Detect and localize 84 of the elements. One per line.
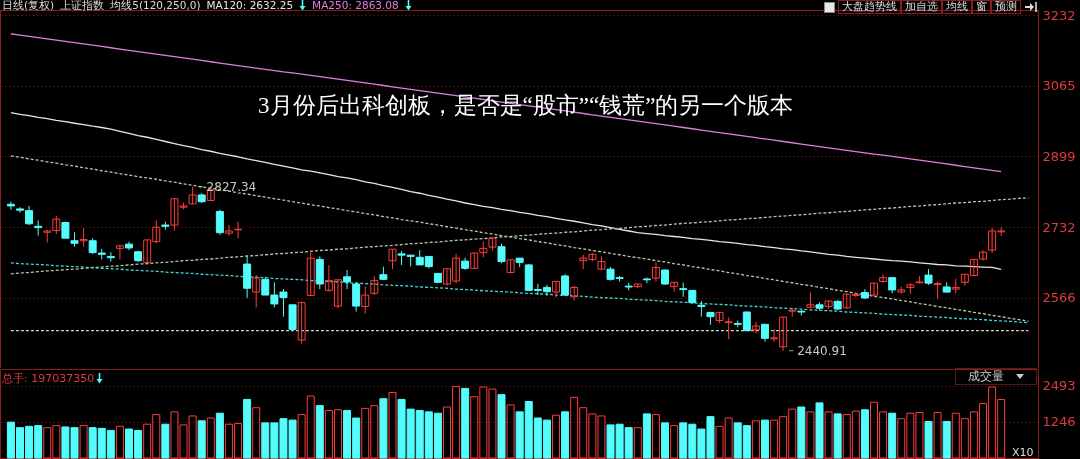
candlestick [751, 321, 760, 334]
bar [252, 407, 261, 459]
bar [115, 425, 124, 459]
annotation: 总手: 197037350 [2, 371, 95, 386]
bar [933, 412, 942, 459]
bar [670, 425, 679, 459]
candlestick [561, 273, 570, 296]
candlestick [642, 277, 651, 284]
bar [379, 398, 388, 459]
candlestick [933, 280, 942, 300]
bar [942, 420, 951, 459]
annotation: 上证指数 [60, 0, 105, 11]
annotation: 2827.34 [206, 179, 257, 194]
bar [206, 417, 215, 459]
candlestick [370, 275, 379, 296]
candlestick [297, 300, 306, 345]
candlestick [6, 201, 15, 211]
bar [824, 411, 833, 459]
candlestick [552, 280, 561, 299]
candlestick [388, 248, 397, 270]
bar [552, 414, 561, 459]
candlestick [215, 209, 224, 236]
text: MA250: 2863.08 [312, 0, 399, 11]
bar [243, 398, 252, 459]
bar [633, 427, 642, 459]
line-series [10, 262, 1030, 324]
bar [751, 420, 760, 459]
bar [79, 425, 88, 459]
candlestick [79, 227, 88, 248]
bar [388, 392, 397, 459]
bar [860, 409, 869, 459]
candlestick [115, 244, 124, 260]
y-tick-label: 2732 [1042, 219, 1076, 235]
candlestick [306, 249, 315, 296]
chart-title: 成交量 [968, 368, 1004, 385]
candlestick [870, 282, 879, 297]
candlestick [252, 274, 261, 308]
bar [806, 411, 815, 459]
annotation: 日线(复权) [2, 0, 55, 11]
y-tick-label: 2899 [1042, 148, 1076, 164]
line-series [10, 155, 1030, 322]
bar [461, 387, 470, 459]
candlestick [651, 261, 660, 282]
y-tick-label: 2566 [1042, 290, 1076, 306]
bar [197, 420, 206, 459]
bar [315, 405, 324, 459]
y-tick-label: 2493 [1042, 378, 1076, 394]
text: MA120: 2632.25 [206, 0, 294, 11]
candlestick [724, 317, 733, 340]
bar [215, 412, 224, 459]
annotation: X10 [1012, 446, 1034, 459]
candlestick [497, 243, 506, 264]
bar [760, 419, 769, 459]
candlestick [343, 269, 352, 290]
candlestick [361, 286, 370, 315]
annotation: 加自选 [901, 0, 942, 14]
candlestick [34, 219, 43, 237]
line-series [10, 33, 1002, 173]
bar [506, 404, 515, 459]
dropdown-field: 成交量 [955, 368, 1037, 385]
y-tick-label: 3232 [1042, 7, 1076, 23]
bar [161, 423, 170, 459]
bar [497, 394, 506, 459]
bar [888, 412, 897, 459]
candlestick [224, 224, 233, 237]
bar [642, 413, 651, 459]
annotation: 均线5(120,250,0) [110, 0, 201, 11]
bar [797, 406, 806, 459]
bar [924, 420, 933, 459]
annotation: 大盘趋势线 [838, 0, 901, 14]
annotation: 预测 [991, 0, 1021, 14]
bar [661, 422, 670, 459]
bar [815, 402, 824, 459]
candlestick [352, 281, 361, 313]
annotation: 2440.91 [797, 343, 847, 358]
y-tick-label: 3065 [1042, 78, 1076, 94]
bar [833, 413, 842, 459]
annotation: 均线 [942, 0, 972, 14]
y-tick-label: 1246 [1042, 414, 1076, 430]
bar [651, 414, 660, 459]
bar [561, 411, 570, 459]
candlestick [670, 281, 679, 293]
annotation: 窗 [972, 0, 991, 14]
candlestick [879, 273, 888, 284]
